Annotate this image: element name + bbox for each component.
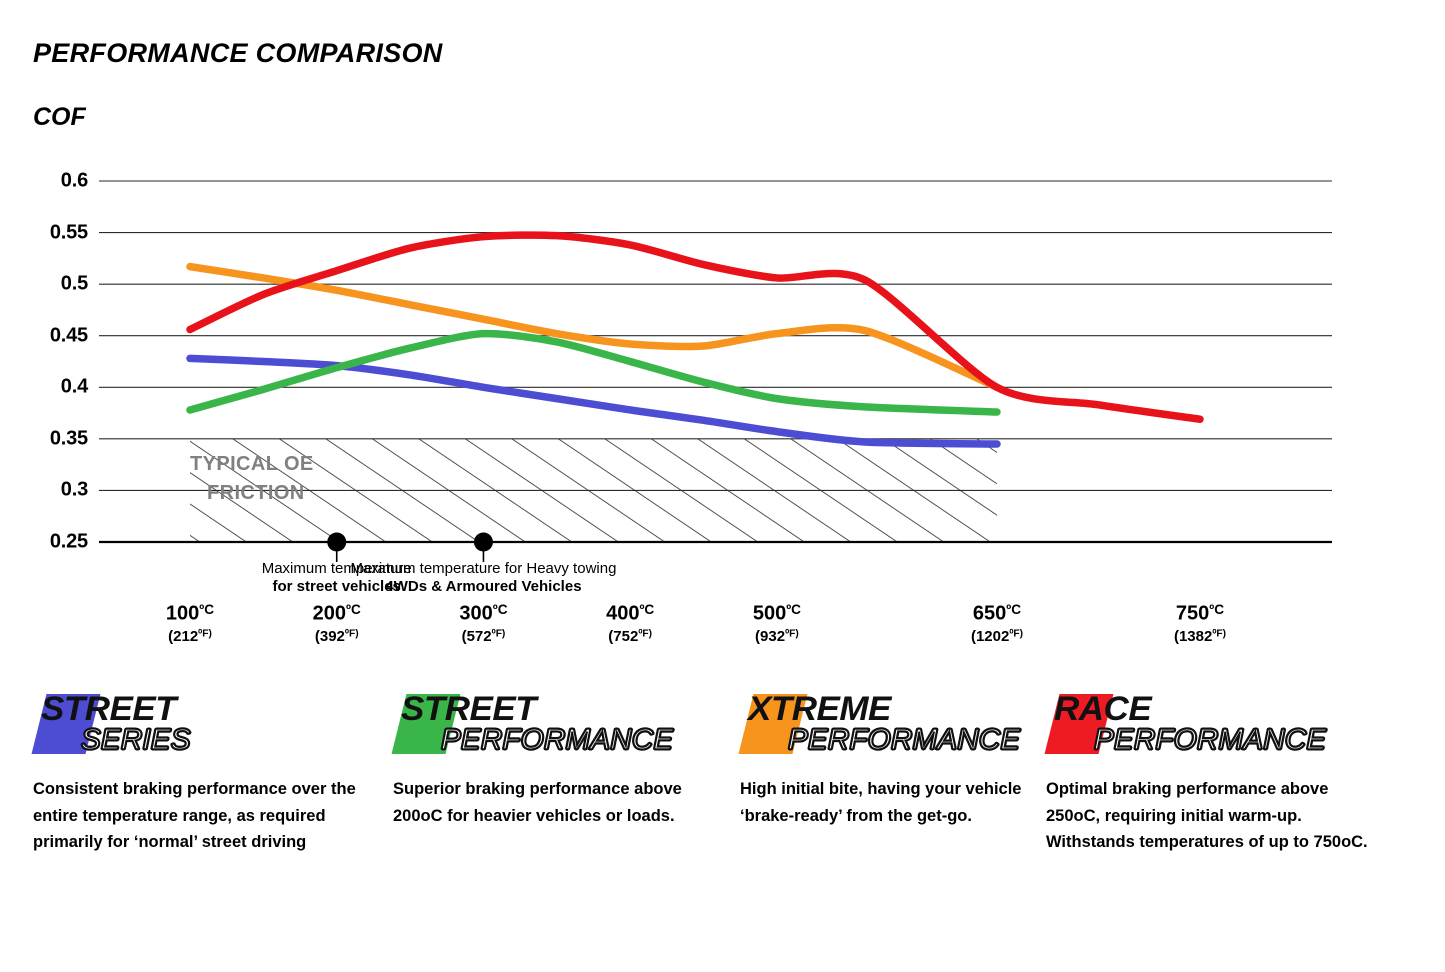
annotation-line-1: Maximum temperature for Heavy towing	[350, 560, 617, 577]
series-line-street-series	[186, 354, 1001, 448]
product-description: High initial bite, having your vehicle ‘…	[740, 780, 1022, 825]
series-line-street-performance	[186, 329, 1001, 416]
chart-annotation: Maximum temperature for Heavy towing 4WDs…	[350, 560, 616, 596]
logo-word-primary: STREET	[41, 690, 177, 728]
annotation-line-2: 4WDs & Armoured Vehicles	[385, 578, 582, 595]
logo-word-secondary: PERFORMANCE	[440, 723, 674, 757]
y-axis-title: COF	[33, 103, 86, 131]
x-axis-tick-label: 750ºC (1382⁰F)	[1173, 602, 1227, 646]
logo-word-secondary: PERFORMANCE	[1093, 723, 1327, 757]
x-axis-tick-label: 650ºC (1202⁰F)	[970, 602, 1024, 646]
product-logo: STREET PERFORMANCE	[391, 688, 723, 760]
y-axis-tick-label: 0.25	[49, 530, 88, 553]
product-legend-item: STREET PERFORMANCE	[391, 688, 723, 760]
y-axis-tick-label: 0.5	[60, 272, 88, 295]
y-axis-tick-label: 0.45	[49, 324, 88, 347]
y-axis-tick-label: 0.55	[49, 221, 88, 244]
annotation-line-1: Maximum temperature	[261, 560, 412, 577]
logo-word-primary: RACE	[1054, 690, 1152, 728]
y-axis-tick-label: 0.3	[60, 478, 88, 501]
product-description: Consistent braking performance over the …	[33, 780, 356, 852]
typical-oe-label-line1: TYPICAL OE	[190, 452, 314, 475]
x-axis-tick-label: 500ºC (932⁰F)	[752, 602, 801, 646]
annotation-line-2: for street vehicles	[272, 578, 401, 595]
product-logo: RACE PERFORMANCE	[1044, 688, 1376, 760]
logo-word-secondary: PERFORMANCE	[787, 723, 1021, 757]
chart-area: 0.6 0.55 0.5 0.45 0.4 0.35 0.3 0.25 100ºC (212⁰F…	[49, 169, 1332, 646]
product-logo: STREET SERIES	[31, 688, 363, 760]
annotation-dot	[327, 532, 347, 552]
product-legend-item: XTREME PERFORMANCE	[738, 688, 1070, 760]
annotation-markers	[327, 532, 493, 562]
chart-annotation: Maximum temperature for street vehicles	[262, 560, 412, 596]
logo-word-primary: XTREME	[748, 690, 891, 728]
product-description: Optimal braking performance above 250oC,…	[1046, 780, 1368, 852]
x-axis-tick-label: 100ºC (212⁰F)	[165, 602, 215, 646]
logo-word-primary: STREET	[401, 690, 537, 728]
page-title: PERFORMANCE COMPARISON	[33, 38, 443, 68]
x-axis-tick-label: 300ºC (572⁰F)	[459, 602, 508, 646]
x-axis-tick-label: 200ºC (392⁰F)	[312, 602, 361, 646]
logo-word-secondary: SERIES	[80, 723, 191, 757]
product-description: Superior braking performance above 200oC…	[393, 780, 682, 825]
chart-plot	[99, 180, 1332, 562]
series-line-race-performance	[186, 231, 1204, 424]
series-line-xtreme-performance	[186, 262, 1001, 392]
y-axis-tick-label: 0.4	[60, 375, 88, 398]
y-axis-tick-label: 0.6	[60, 169, 88, 192]
product-legend-item: RACE PERFORMANCE	[1044, 688, 1376, 760]
annotation-dot	[473, 532, 493, 552]
product-legend-item: STREET SERIES	[31, 688, 363, 760]
x-axis-tick-label: 400ºC (752⁰F)	[606, 602, 655, 646]
series-lines	[186, 231, 1204, 448]
typical-oe-label-line2: FRICTION	[207, 481, 305, 504]
product-logo: XTREME PERFORMANCE	[738, 688, 1070, 760]
y-axis-tick-label: 0.35	[49, 427, 88, 450]
